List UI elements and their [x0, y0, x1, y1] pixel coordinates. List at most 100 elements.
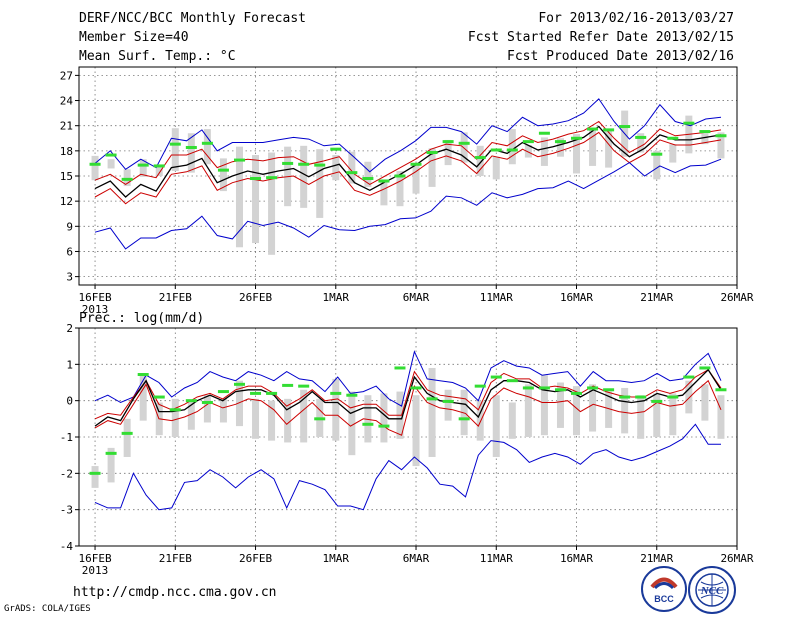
- x-year-label: 2013: [82, 564, 109, 577]
- spread-box: [605, 129, 613, 168]
- ensemble-marker: [538, 386, 550, 390]
- x-tick-label: 16MAR: [560, 291, 593, 304]
- spread-box: [428, 367, 436, 457]
- ensemble-marker: [410, 162, 422, 166]
- spread-box: [268, 400, 276, 441]
- spread-box: [637, 133, 645, 153]
- ensemble-marker: [506, 148, 518, 152]
- ensemble-marker: [458, 141, 470, 145]
- spread-box: [91, 155, 99, 181]
- ensemble-marker: [330, 391, 342, 395]
- x-tick-label: 21MAR: [640, 291, 673, 304]
- x-tick-label: 6MAR: [403, 291, 430, 304]
- ensemble-marker: [121, 177, 133, 181]
- spread-box: [444, 139, 452, 166]
- ensemble-marker: [121, 431, 133, 435]
- spread-box: [573, 386, 581, 436]
- spread-box: [621, 387, 629, 434]
- spread-box: [107, 447, 115, 483]
- ncc-logo: NCC: [688, 566, 736, 614]
- y-tick-label: -4: [60, 540, 74, 553]
- ensemble-marker: [233, 382, 245, 386]
- ensemble-marker: [233, 158, 245, 162]
- ensemble-marker: [378, 424, 390, 428]
- spread-box: [669, 393, 677, 436]
- ensemble-marker: [89, 471, 101, 475]
- grads-credit: GrADS: COLA/IGES: [4, 604, 91, 614]
- spread-box: [653, 393, 661, 437]
- y-tick-label: 6: [66, 245, 73, 258]
- ensemble-marker: [330, 147, 342, 151]
- ensemble-marker: [298, 384, 310, 388]
- ensemble-marker: [442, 140, 454, 144]
- ensemble-marker: [651, 399, 663, 403]
- ensemble-marker: [346, 171, 358, 175]
- spread-box: [540, 375, 548, 436]
- spread-box: [364, 395, 372, 443]
- spread-box: [252, 398, 260, 439]
- ensemble-marker: [522, 386, 534, 390]
- series-line-min: [94, 423, 721, 511]
- spread-box: [203, 129, 211, 165]
- footer-url[interactable]: http://cmdp.ncc.cma.gov.cn: [73, 585, 277, 600]
- ensemble-marker: [250, 177, 262, 181]
- y-tick-label: 3: [66, 271, 73, 284]
- series-line-upper: [94, 120, 722, 185]
- ensemble-marker: [571, 136, 583, 140]
- bcc-logo-text: BCC: [654, 594, 674, 604]
- chart-title: DERF/NCC/BCC Monthly Forecast: [79, 11, 306, 26]
- spread-box: [139, 159, 147, 177]
- spread-box: [556, 138, 564, 157]
- ensemble-marker: [314, 417, 326, 421]
- ensemble-marker: [346, 393, 358, 397]
- ensemble-marker: [89, 162, 101, 166]
- x-tick-label: 16MAR: [560, 552, 593, 565]
- spread-box: [252, 155, 260, 244]
- ensemble-marker: [490, 148, 502, 152]
- ensemble-marker: [554, 388, 566, 392]
- series-line-max: [94, 350, 722, 407]
- ensemble-marker: [458, 417, 470, 421]
- ensemble-marker: [554, 140, 566, 144]
- ensemble-marker: [298, 162, 310, 166]
- spread-box: [332, 378, 340, 441]
- x-tick-label: 26MAR: [720, 291, 753, 304]
- spread-box: [476, 145, 484, 176]
- ensemble-marker: [538, 131, 550, 135]
- ensemble-marker: [474, 384, 486, 388]
- spread-box: [123, 169, 131, 187]
- ensemble-marker: [442, 399, 454, 403]
- x-tick-label: 26MAR: [720, 552, 753, 565]
- x-tick-label: 6MAR: [403, 552, 430, 565]
- y-tick-label: 0: [66, 395, 73, 408]
- spread-box: [589, 129, 597, 166]
- y-tick-label: 27: [60, 69, 73, 82]
- ensemble-marker: [619, 395, 631, 399]
- plot-frame: [78, 327, 738, 547]
- chart-panel-2: -4 -3 -2 -1 0 1 2 16FEB 21FEB 26FEB 1MAR 6MAR 11MAR 1…: [60, 322, 754, 577]
- plot-frame: [78, 66, 738, 286]
- spread-box: [219, 158, 227, 192]
- ensemble-marker: [378, 179, 390, 183]
- x-tick-label: 16FEB: [78, 291, 111, 304]
- spread-box: [669, 144, 677, 163]
- spread-box: [428, 148, 436, 187]
- x-tick-label: 1MAR: [323, 291, 350, 304]
- spread-box: [508, 402, 516, 439]
- y-tick-label: -1: [60, 431, 73, 444]
- spread-box: [701, 384, 709, 421]
- series-line-mean: [94, 368, 722, 427]
- y-tick-label: -3: [60, 504, 73, 517]
- x-tick-label: 11MAR: [480, 291, 513, 304]
- ensemble-marker: [667, 136, 679, 140]
- ensemble-marker: [715, 134, 727, 138]
- spread-box: [556, 382, 564, 428]
- spread-box: [717, 395, 725, 439]
- ensemble-marker: [185, 145, 197, 149]
- series-group: [94, 350, 722, 511]
- ensemble-marker: [699, 366, 711, 370]
- ensemble-marker: [426, 397, 438, 401]
- ensemble-marker: [266, 391, 278, 395]
- bcc-logo: BCC: [641, 566, 687, 612]
- spread-box: [91, 466, 99, 488]
